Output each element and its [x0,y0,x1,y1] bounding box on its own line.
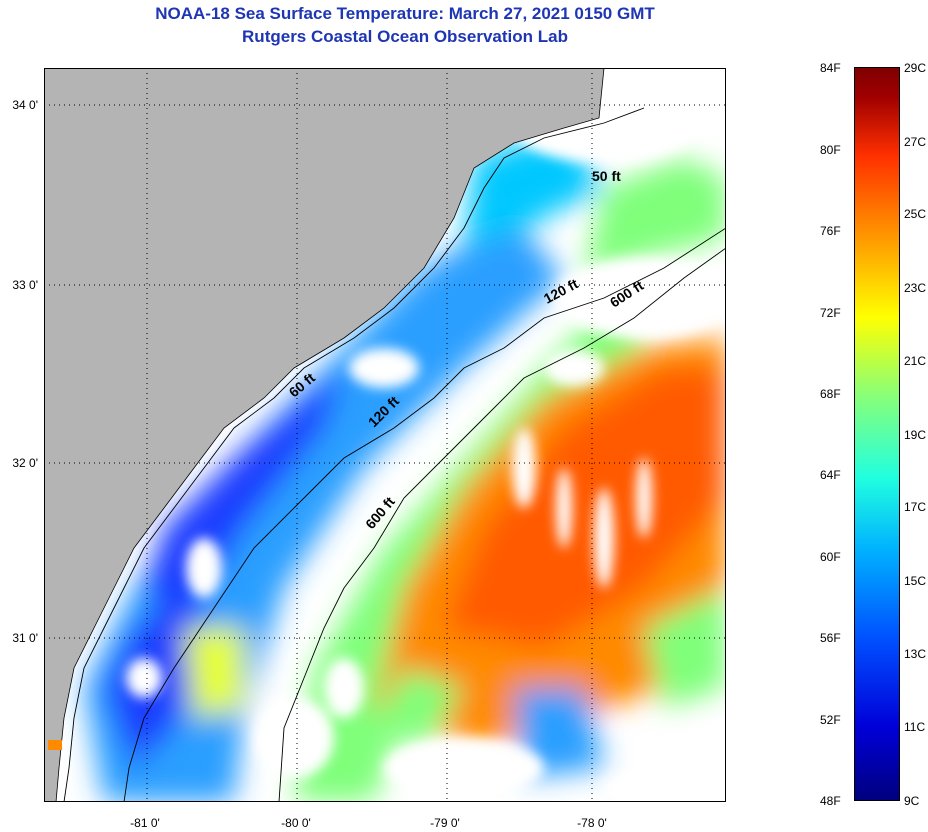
lon-label: -80 0' [281,816,311,830]
map-grid [44,68,726,802]
isobath-120ft [123,227,726,802]
temperature-colorbar [854,67,900,801]
colorbar-c-label: 29C [904,61,927,75]
colorbar-f-label: 68F [820,387,841,401]
isobath-label: 50 ft [592,168,621,184]
colorbar-f-label: 60F [820,550,841,564]
land-area [44,68,604,802]
map-subtitle: Rutgers Coastal Ocean Observation Lab [242,27,568,46]
colorbar-c-label: 17C [904,500,927,514]
colorbar-f-label: 84F [820,61,841,75]
colorbar-c-label: 15C [904,574,927,588]
colorbar-f-label: 80F [820,143,841,157]
map-title: NOAA-18 Sea Surface Temperature: March 2… [155,4,655,23]
colorbar-c-label: 25C [904,207,927,221]
isobath-600ft [278,247,726,802]
isobath-50ft [63,107,645,802]
colorbar-c-label: 27C [904,135,927,149]
colorbar-c-label: 11C [904,720,926,734]
colorbar-c-label: 21C [904,354,927,368]
colorbar-c-label: 19C [904,428,927,442]
lat-label: 33 0' [12,278,38,292]
lat-label: 31 0' [12,631,38,645]
lat-label: 32 0' [12,456,38,470]
lon-label: -78 0' [577,816,607,830]
sst-map: 50 ft 120 ft 600 ft 60 ft 120 ft 600 ft [44,68,726,802]
cloud-patches [126,93,726,802]
colorbar-f-label: 56F [820,631,841,645]
colorbar-f-label: 76F [820,224,841,238]
colorbar-c-label: 13C [904,647,927,661]
lat-label: 34 0' [12,98,38,112]
lon-label: -79 0' [430,816,460,830]
colorbar-f-label: 48F [820,794,841,808]
colorbar-c-label: 9C [904,794,920,808]
colorbar-f-label: 72F [820,306,841,320]
colorbar-f-label: 64F [820,468,841,482]
lon-label: -81 0' [130,816,160,830]
colorbar-f-label: 52F [820,713,841,727]
colorbar-c-label: 23C [904,281,927,295]
